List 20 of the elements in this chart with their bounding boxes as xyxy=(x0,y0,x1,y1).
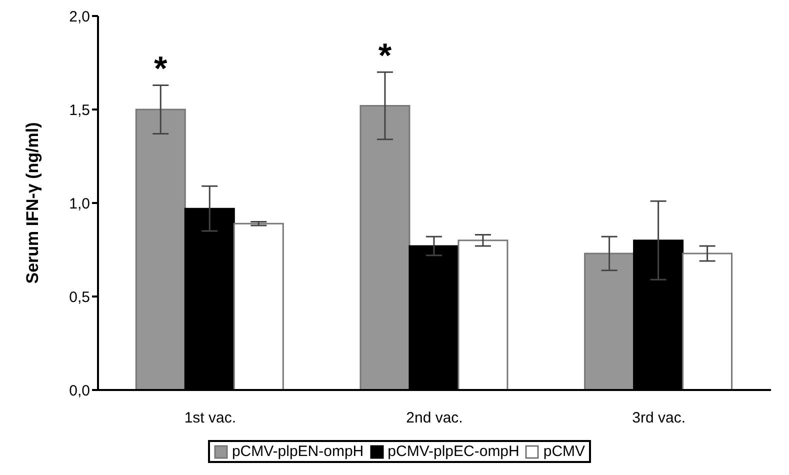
bar xyxy=(233,222,284,390)
y-tick-label: 2,0 xyxy=(69,8,90,26)
y-axis-title: Serum IFN-γ (ng/ml) xyxy=(23,122,42,284)
bar xyxy=(584,252,635,390)
y-tick-label: 1,0 xyxy=(69,195,90,212)
bar xyxy=(458,240,508,390)
legend-label: pCMV xyxy=(542,443,586,460)
x-tick-label: 2nd vac. xyxy=(406,410,463,427)
bar xyxy=(682,252,733,390)
bar xyxy=(360,105,410,390)
y-tick-label: 0,0 xyxy=(69,382,90,400)
annotation: * xyxy=(378,37,392,76)
y-tick-label: 1,5 xyxy=(69,102,90,119)
legend-label: pCMV-plpEN-ompH xyxy=(230,443,364,460)
y-tick-label: 0,5 xyxy=(69,288,90,306)
x-tick-label: 1st vac. xyxy=(184,410,236,427)
bar xyxy=(135,108,186,390)
x-tick-label: 3rd vac. xyxy=(632,410,686,427)
legend-label: pCMV-plpEC-ompH xyxy=(386,443,520,460)
annotation: * xyxy=(154,50,168,88)
